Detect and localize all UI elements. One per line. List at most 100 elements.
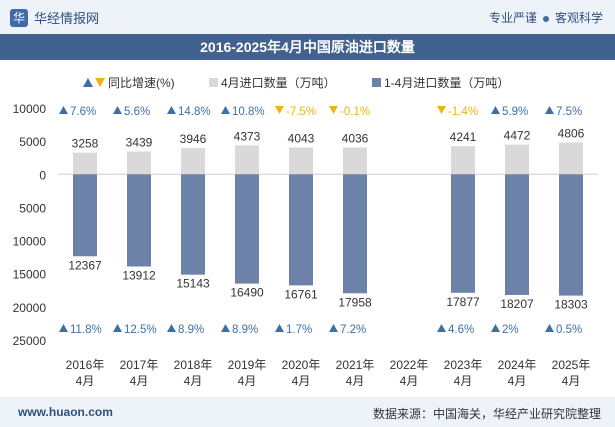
growth-down-triangle (437, 106, 446, 114)
cumulative-bar (289, 174, 313, 286)
y-tick-label: 15000 (13, 268, 47, 282)
april-value-label: 3258 (72, 137, 99, 151)
x-tick-label-month: 4月 (292, 374, 311, 388)
cumulative-bar (559, 174, 583, 296)
cumulative-growth-label: 8.9% (178, 324, 204, 336)
cumulative-growth-label: 2% (502, 324, 519, 336)
y-tick-label: 10000 (13, 102, 47, 116)
growth-down-triangle (329, 106, 338, 114)
cumulative-growth-up-triangle (167, 324, 176, 332)
cumulative-growth-up-triangle (113, 324, 122, 332)
growth-up-triangle (113, 106, 122, 114)
cumulative-value-label: 17958 (338, 295, 372, 309)
cumulative-growth-up-triangle (491, 324, 500, 332)
x-tick-label-month: 4月 (454, 374, 473, 388)
cumulative-value-label: 16490 (230, 286, 264, 300)
cumulative-growth-up-triangle (437, 324, 446, 332)
cumulative-growth-up-triangle (545, 324, 554, 332)
cumulative-growth-label: 12.5% (124, 324, 157, 336)
footer: www.huaon.com 数据来源：中国海关，华经产业研究院整理 (0, 397, 615, 427)
y-tick-label: 10000 (13, 235, 47, 249)
april-growth-label: 10.8% (232, 106, 265, 118)
legend-growth-label: 同比增速(%) (108, 76, 175, 90)
april-bar (289, 147, 313, 175)
april-growth-label: -0.1% (340, 106, 370, 118)
cumulative-value-label: 13912 (122, 269, 156, 283)
growth-up-triangle (59, 106, 68, 114)
x-tick-label-month: 4月 (238, 374, 257, 388)
april-bar (559, 142, 583, 175)
x-tick-label-year: 2025年 (552, 358, 591, 372)
cumulative-bar (451, 174, 475, 293)
cumulative-value-label: 18303 (554, 298, 588, 312)
cumulative-bar (343, 174, 367, 294)
x-tick-label-year: 2021年 (336, 358, 375, 372)
april-value-label: 4472 (504, 129, 531, 143)
april-bar (505, 144, 529, 175)
x-tick-label-month: 4月 (76, 374, 95, 388)
slogan: 专业严谨 客观科学 (489, 9, 603, 26)
cumulative-growth-label: 7.2% (340, 324, 366, 336)
cumulative-value-label: 17877 (446, 295, 480, 309)
growth-up-triangle (221, 106, 230, 114)
cumulative-growth-label: 11.8% (70, 324, 102, 336)
april-bar (73, 152, 97, 175)
april-value-label: 4373 (234, 129, 261, 143)
x-tick-label-year: 2022年 (390, 358, 429, 372)
april-bar (181, 148, 205, 175)
april-growth-label: -1.4% (448, 106, 478, 118)
x-tick-label-month: 4月 (400, 374, 419, 388)
april-value-label: 3946 (180, 132, 207, 146)
legend-cumulative-label: 1-4月进口数量（万吨） (384, 75, 509, 90)
april-value-label: 4806 (558, 126, 585, 140)
chart-title: 2016-2025年4月中国原油进口数量 (0, 34, 615, 60)
cumulative-growth-up-triangle (275, 324, 284, 332)
legend-april-label: 4月进口数量（万吨） (221, 75, 336, 90)
april-growth-label: 7.5% (556, 106, 582, 118)
x-tick-label-year: 2017年 (120, 358, 159, 372)
chart: 同比增速(%) 4月进口数量（万吨） 1-4月进口数量（万吨） 10000 5000 0 5… (13, 75, 598, 388)
x-tick-label-year: 2020年 (282, 358, 321, 372)
april-value-label: 3439 (126, 135, 153, 149)
x-tick-label-month: 4月 (184, 374, 203, 388)
x-tick-label-year: 2018年 (174, 358, 213, 372)
data-source: 数据来源：中国海关，华经产业研究院整理 (372, 407, 601, 421)
cumulative-bar (181, 174, 205, 275)
growth-up-triangle (545, 106, 554, 114)
april-value-label: 4036 (342, 132, 369, 146)
cumulative-bar (73, 174, 97, 257)
x-tick-label-month: 4月 (562, 374, 581, 388)
cumulative-value-label: 16761 (284, 287, 318, 301)
april-bar (343, 147, 367, 175)
april-value-label: 4043 (288, 131, 315, 145)
brand[interactable]: 华 华经情报网 (10, 8, 99, 27)
y-tick-label: 20000 (13, 301, 47, 315)
growth-up-triangle (491, 106, 500, 114)
x-tick-label-month: 4月 (346, 374, 365, 388)
top-bar: 华 华经情报网 专业严谨 客观科学 (0, 0, 615, 34)
april-bar (127, 151, 151, 175)
legend-down-triangle (95, 78, 105, 87)
cumulative-bar (127, 174, 151, 267)
site-url[interactable]: www.huaon.com (18, 405, 113, 419)
x-tick-label-year: 2016年 (66, 358, 105, 372)
x-tick-label-month: 4月 (130, 374, 149, 388)
y-tick-label: 25000 (13, 334, 47, 348)
huajing-logo-icon: 华 (10, 8, 28, 27)
cumulative-value-label: 12367 (68, 258, 102, 272)
april-value-label: 4241 (450, 130, 477, 144)
x-tick-label-year: 2024年 (498, 358, 537, 372)
slogan-tag-2: 客观科学 (554, 11, 603, 25)
legend-april-swatch (209, 78, 218, 87)
cumulative-growth-label: 0.5% (556, 324, 582, 336)
legend-cumulative-swatch (372, 78, 381, 87)
cumulative-growth-label: 1.7% (286, 324, 312, 336)
x-tick-label-year: 2019年 (228, 358, 267, 372)
cumulative-growth-label: 4.6% (448, 324, 474, 336)
cumulative-growth-up-triangle (221, 324, 230, 332)
april-bar (451, 146, 475, 175)
cumulative-value-label: 15143 (176, 277, 210, 291)
x-tick-label-month: 4月 (508, 374, 527, 388)
y-tick-label: 0 (39, 168, 46, 182)
cumulative-growth-up-triangle (59, 324, 68, 332)
